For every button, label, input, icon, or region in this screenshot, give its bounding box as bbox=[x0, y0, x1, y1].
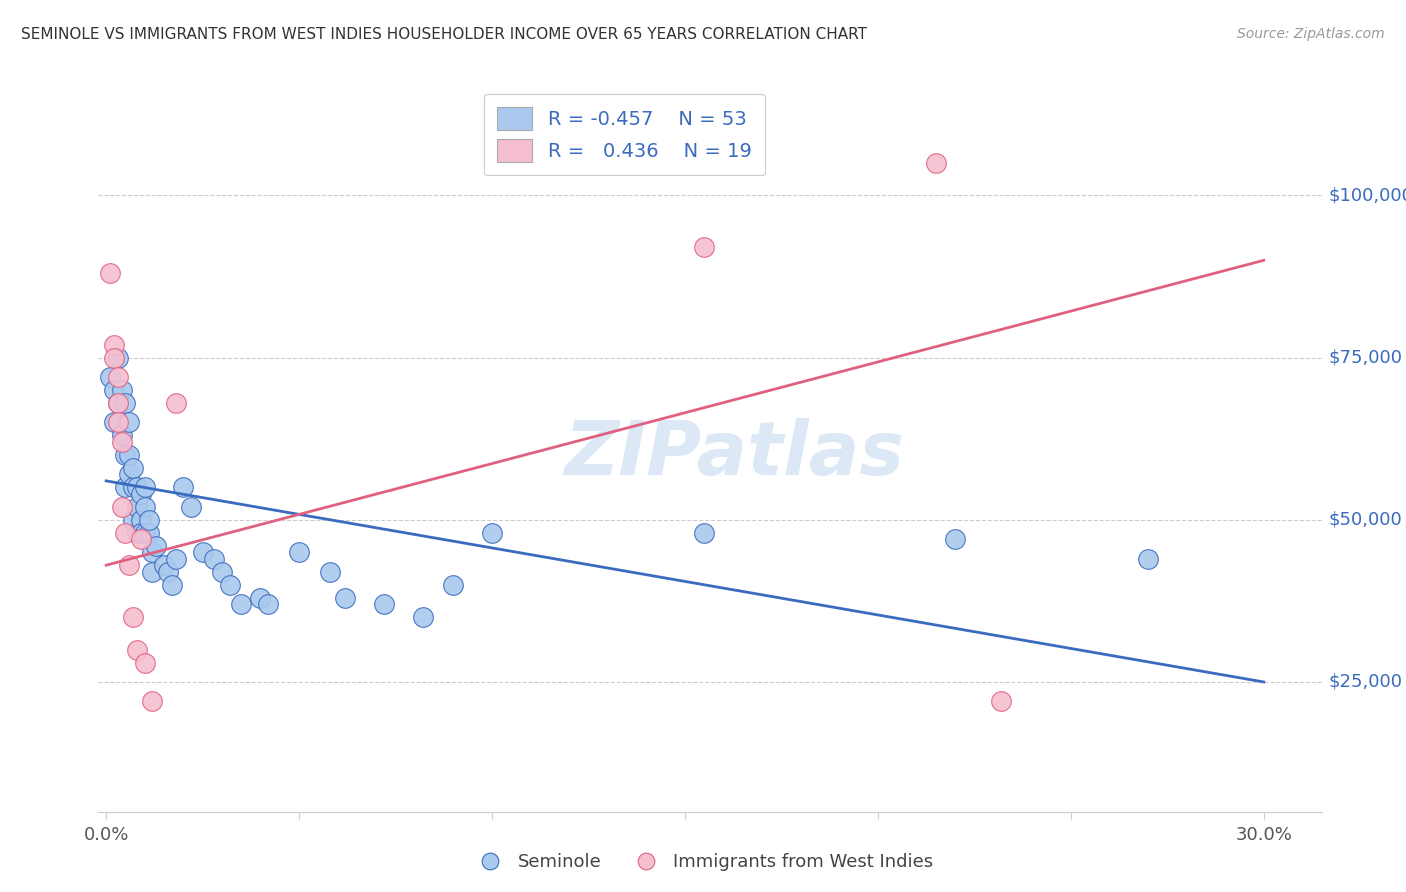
Point bbox=[165, 551, 187, 566]
Point bbox=[129, 513, 152, 527]
Point bbox=[153, 558, 176, 573]
Point bbox=[107, 396, 129, 410]
Point bbox=[141, 545, 163, 559]
Point bbox=[103, 351, 125, 365]
Point bbox=[98, 266, 121, 280]
Point bbox=[122, 610, 145, 624]
Text: SEMINOLE VS IMMIGRANTS FROM WEST INDIES HOUSEHOLDER INCOME OVER 65 YEARS CORRELA: SEMINOLE VS IMMIGRANTS FROM WEST INDIES … bbox=[21, 27, 868, 42]
Point bbox=[441, 577, 464, 591]
Point bbox=[138, 525, 160, 540]
Point bbox=[103, 416, 125, 430]
Point bbox=[1136, 551, 1159, 566]
Point bbox=[129, 487, 152, 501]
Point bbox=[114, 525, 136, 540]
Point bbox=[141, 694, 163, 708]
Point bbox=[257, 597, 280, 611]
Point bbox=[110, 428, 132, 442]
Point bbox=[114, 448, 136, 462]
Point bbox=[114, 480, 136, 494]
Point bbox=[191, 545, 214, 559]
Text: Source: ZipAtlas.com: Source: ZipAtlas.com bbox=[1237, 27, 1385, 41]
Point bbox=[103, 383, 125, 397]
Point bbox=[125, 642, 148, 657]
Point bbox=[107, 396, 129, 410]
Point bbox=[129, 533, 152, 547]
Point bbox=[335, 591, 357, 605]
Text: $75,000: $75,000 bbox=[1329, 349, 1403, 367]
Point bbox=[925, 156, 948, 170]
Point bbox=[125, 500, 148, 514]
Point bbox=[103, 337, 125, 351]
Point bbox=[134, 525, 156, 540]
Point bbox=[319, 565, 342, 579]
Point bbox=[481, 525, 503, 540]
Point bbox=[118, 467, 141, 482]
Point bbox=[141, 565, 163, 579]
Point bbox=[118, 558, 141, 573]
Point bbox=[134, 480, 156, 494]
Point bbox=[129, 525, 152, 540]
Point bbox=[118, 416, 141, 430]
Text: $100,000: $100,000 bbox=[1329, 186, 1406, 204]
Point bbox=[990, 694, 1012, 708]
Point bbox=[156, 565, 179, 579]
Legend: R = -0.457    N = 53, R =   0.436    N = 19: R = -0.457 N = 53, R = 0.436 N = 19 bbox=[484, 94, 765, 176]
Point bbox=[118, 448, 141, 462]
Point bbox=[172, 480, 194, 494]
Point bbox=[249, 591, 271, 605]
Point bbox=[98, 370, 121, 384]
Point bbox=[110, 383, 132, 397]
Point bbox=[693, 525, 716, 540]
Point bbox=[218, 577, 240, 591]
Point bbox=[114, 396, 136, 410]
Point bbox=[373, 597, 395, 611]
Point bbox=[122, 461, 145, 475]
Point bbox=[145, 539, 167, 553]
Text: $25,000: $25,000 bbox=[1329, 673, 1403, 691]
Point bbox=[943, 533, 966, 547]
Point bbox=[211, 565, 233, 579]
Point bbox=[110, 500, 132, 514]
Point bbox=[231, 597, 253, 611]
Point bbox=[138, 513, 160, 527]
Point bbox=[180, 500, 202, 514]
Point bbox=[165, 396, 187, 410]
Text: $50,000: $50,000 bbox=[1329, 511, 1402, 529]
Point bbox=[160, 577, 183, 591]
Point bbox=[134, 500, 156, 514]
Point bbox=[125, 480, 148, 494]
Point bbox=[107, 351, 129, 365]
Legend: Seminole, Immigrants from West Indies: Seminole, Immigrants from West Indies bbox=[465, 847, 941, 879]
Point bbox=[122, 480, 145, 494]
Text: ZIPatlas: ZIPatlas bbox=[564, 418, 904, 491]
Point bbox=[134, 656, 156, 670]
Point bbox=[288, 545, 311, 559]
Point bbox=[122, 513, 145, 527]
Point bbox=[107, 416, 129, 430]
Point bbox=[693, 240, 716, 254]
Point bbox=[107, 370, 129, 384]
Point bbox=[412, 610, 434, 624]
Point bbox=[125, 525, 148, 540]
Point bbox=[110, 434, 132, 449]
Point bbox=[202, 551, 225, 566]
